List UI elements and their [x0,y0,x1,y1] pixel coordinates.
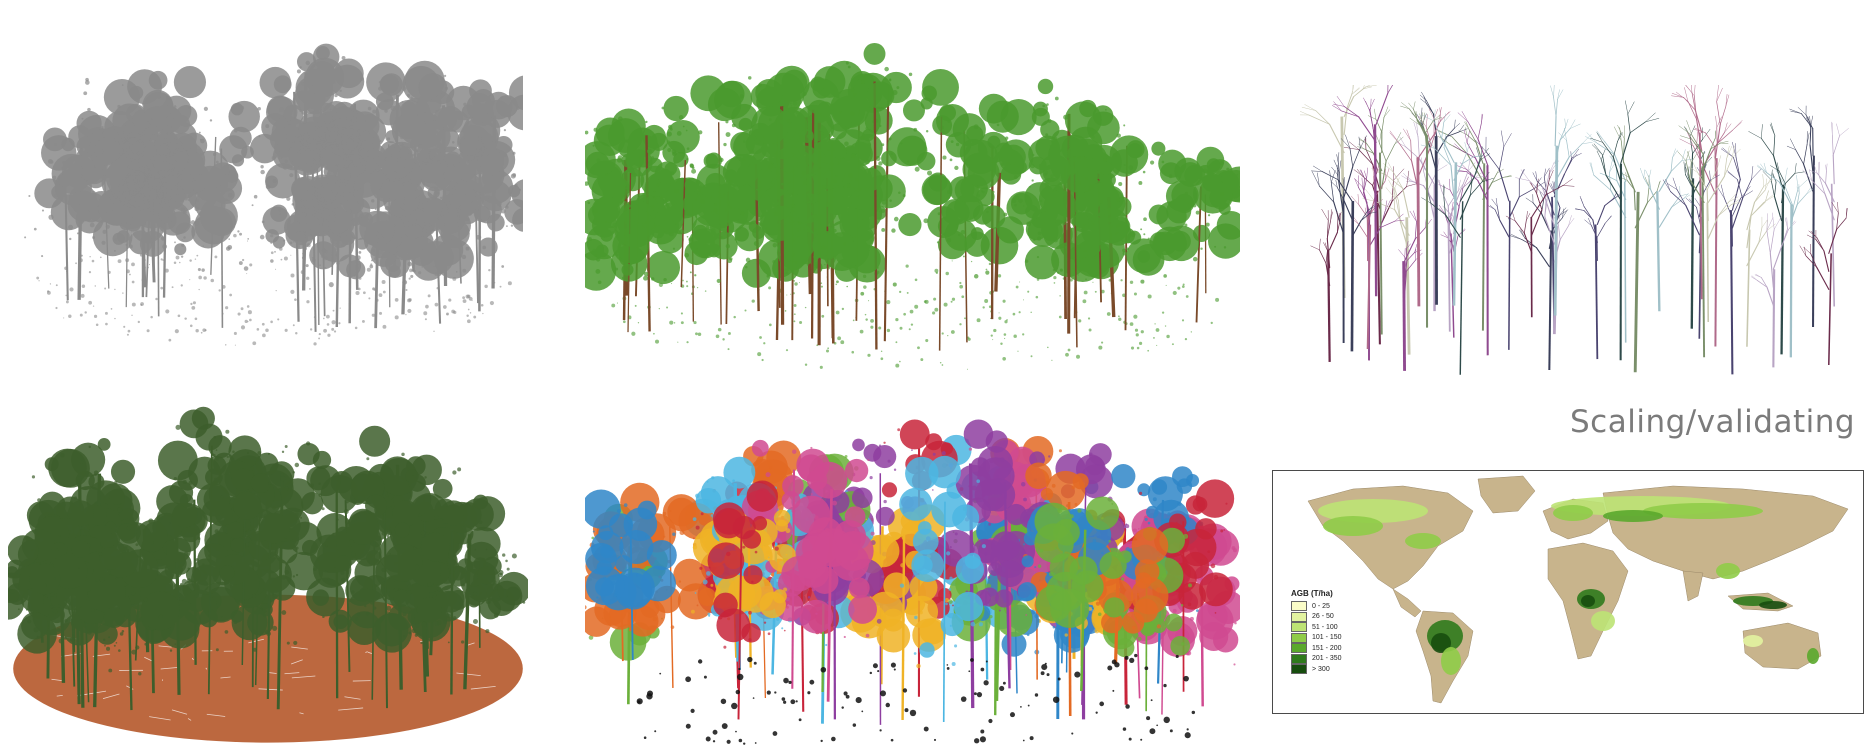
legend-label: 51 - 100 [1312,623,1338,631]
legend-item: 201 - 350 [1291,653,1342,665]
legend-swatch [1291,611,1307,622]
legend-items: 0 - 25 26 - 50 51 - 100 101 - 150 151 - 200 2… [1291,601,1342,675]
scaling-validating-caption: Scaling/validating [1570,404,1856,440]
legend-swatch [1291,664,1307,675]
legend-label: 26 - 50 [1312,613,1334,621]
legend-item: 26 - 50 [1291,611,1342,623]
legend-label: 151 - 200 [1312,644,1342,652]
raw-point-cloud-panel [18,10,523,360]
legend-item: 151 - 200 [1291,643,1342,654]
legend-swatch [1291,632,1307,643]
qsm-tree-models-image [1300,85,1849,375]
legend-item: 51 - 100 [1291,622,1342,633]
ground-classification-panel [8,380,528,750]
legend-swatch [1291,653,1307,664]
legend-label: 0 - 25 [1312,602,1330,610]
legend-swatch [1291,643,1307,654]
legend-item: > 300 [1291,664,1342,675]
tree-segmentation-image [585,419,1240,745]
wood-leaf-separation-panel [585,25,1240,385]
wood-leaf-separation-image [585,42,1240,370]
legend-label: > 300 [1312,665,1330,673]
legend-swatch [1291,601,1307,612]
legend-label: 101 - 150 [1312,634,1342,642]
raw-point-cloud-image [24,43,523,346]
biomass-world-map: AGB (T/ha) 0 - 25 26 - 50 51 - 100 101 - 15… [1272,470,1864,714]
legend-swatch [1291,622,1307,633]
legend-title: AGB (T/ha) [1291,589,1333,598]
qsm-tree-models-panel [1300,85,1855,385]
agb-legend: AGB (T/ha) 0 - 25 26 - 50 51 - 100 101 - 15… [1291,589,1342,675]
legend-item: 101 - 150 [1291,632,1342,644]
tree-segmentation-panel [585,395,1240,755]
legend-item: 0 - 25 [1291,601,1342,612]
world-map-image [1307,475,1849,704]
legend-label: 201 - 350 [1312,655,1342,663]
ground-classification-image [8,406,528,743]
